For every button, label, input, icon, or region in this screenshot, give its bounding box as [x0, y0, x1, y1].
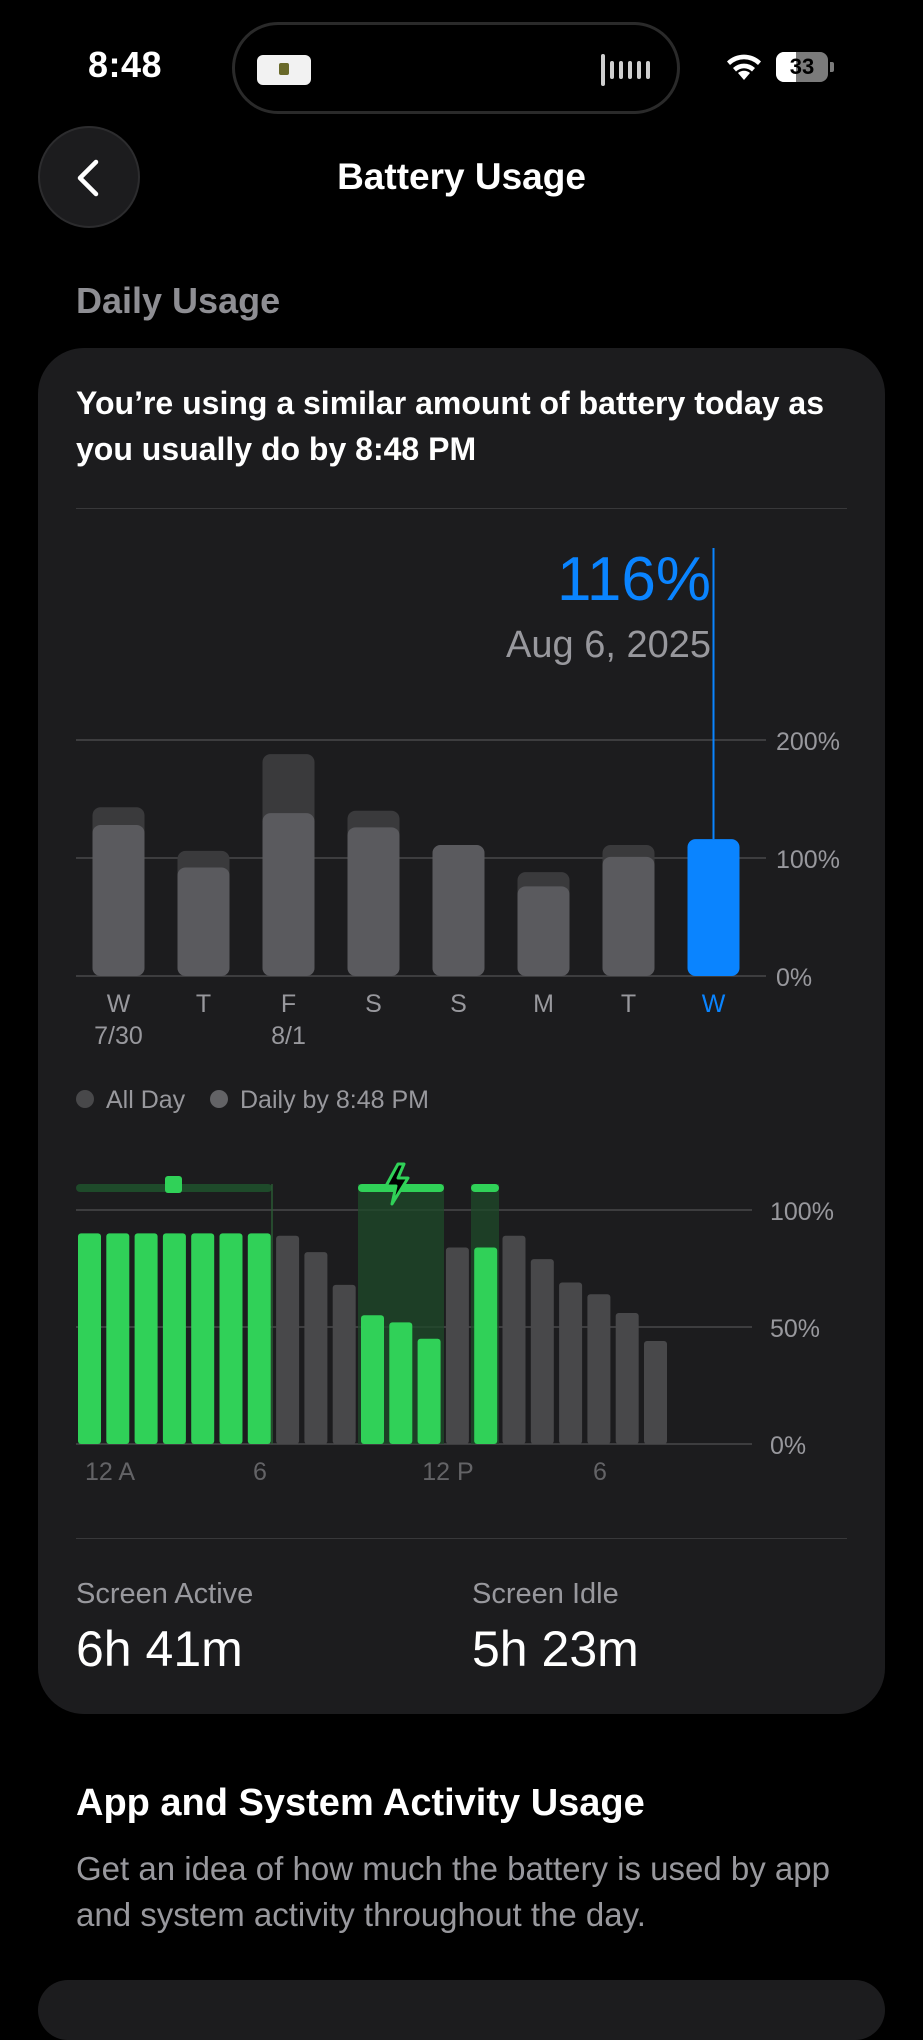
status-time: 8:48 [88, 44, 163, 85]
bar-discharging [332, 1284, 356, 1444]
bar-charging [361, 1315, 384, 1444]
y-tick-label: 200% [776, 728, 840, 756]
bar-discharging [276, 1235, 300, 1444]
x-tick-label: T [196, 990, 211, 1018]
bar-charging [417, 1338, 441, 1444]
x-tick-label: S [365, 990, 382, 1018]
bar-discharging [445, 1247, 469, 1444]
legend-all-day-label: All Day [106, 1086, 186, 1114]
legend-daily-by: Daily by 8:48 PM [210, 1086, 429, 1115]
bar-daily-by [602, 856, 655, 976]
app-activity-title: App and System Activity Usage [76, 1782, 645, 1824]
y-tick-label: 50% [770, 1315, 820, 1343]
selected-day-value: 116% [557, 545, 711, 614]
daily-usage-header: Daily Usage [76, 280, 281, 321]
x-tick-sublabel: 8/1 [271, 1022, 306, 1050]
x-tick-label: T [621, 990, 636, 1018]
app-activity-card [38, 1980, 885, 2040]
y-tick-label: 100% [776, 846, 840, 874]
legend-daily-by-label: Daily by 8:48 PM [240, 1086, 429, 1114]
bar-charging [219, 1233, 243, 1444]
daily-usage-card [38, 348, 885, 1714]
back-button[interactable] [38, 126, 140, 228]
bar-charging [106, 1233, 130, 1444]
bar-daily-by [262, 813, 315, 976]
screen-idle-value: 5h 23m [472, 1621, 639, 1677]
x-tick-label: M [533, 990, 554, 1018]
divider [76, 508, 847, 509]
chevron-left-icon [77, 159, 99, 197]
charging-indicator [165, 1176, 182, 1193]
bar-discharging [559, 1282, 583, 1444]
bar-charging [162, 1233, 186, 1444]
bar-discharging [615, 1312, 639, 1444]
audio-waveform-icon [601, 54, 650, 86]
screen-idle-label: Screen Idle [472, 1578, 619, 1610]
bar-discharging [304, 1252, 328, 1444]
daily-usage-chart[interactable]: 0% 100% 200% W 7/30 T F 8/1 S S M T W [0, 540, 923, 1060]
bar-daily-by [177, 867, 230, 976]
x-tick-label: 12 A [85, 1458, 135, 1486]
bar-daily-by [432, 845, 485, 976]
bar-selected [687, 839, 740, 976]
bar-discharging [587, 1294, 611, 1444]
lightning-bolt-icon [384, 1162, 410, 1206]
bar-charging [474, 1247, 498, 1444]
x-tick-label: 6 [593, 1458, 607, 1486]
divider [76, 1538, 847, 1539]
x-tick-label: S [450, 990, 467, 1018]
page-title: Battery Usage [337, 156, 586, 197]
bar-charging [78, 1233, 101, 1444]
legend-all-day: All Day [76, 1086, 185, 1115]
bar-daily-by [92, 824, 145, 976]
x-tick-label: F [281, 990, 296, 1018]
x-tick-label: 12 P [422, 1458, 473, 1486]
legend-dot [76, 1090, 94, 1109]
bar-charging [389, 1322, 413, 1444]
bar-daily-by [517, 886, 570, 976]
y-tick-label: 0% [776, 964, 812, 992]
x-tick-label: W [702, 990, 726, 1018]
battery-icon: 33 [776, 52, 834, 82]
bar-discharging [530, 1259, 554, 1444]
legend-dot [210, 1090, 228, 1109]
bar-discharging [502, 1235, 526, 1444]
y-tick-label: 0% [770, 1432, 806, 1460]
wifi-icon [727, 54, 761, 80]
screen-active-label: Screen Active [76, 1578, 254, 1610]
x-tick-label: W [107, 990, 131, 1018]
selected-day-date: Aug 6, 2025 [506, 624, 711, 666]
bar-charging [191, 1233, 215, 1444]
bar-charging [134, 1233, 158, 1444]
app-activity-icon [257, 55, 311, 85]
x-tick-sublabel: 7/30 [94, 1022, 143, 1050]
x-tick-label: 6 [253, 1458, 267, 1486]
y-tick-label: 100% [770, 1198, 834, 1226]
bar-daily-by [347, 827, 400, 976]
charging-band [471, 1184, 499, 1192]
screen-active-value: 6h 41m [76, 1621, 243, 1677]
app-activity-description: Get an idea of how much the battery is u… [76, 1850, 830, 1933]
bar-discharging [644, 1341, 667, 1444]
battery-level: 33 [789, 54, 815, 79]
usage-summary: You’re using a similar amount of battery… [76, 385, 825, 467]
battery-level-chart[interactable]: 0% 50% 100% 12 A 6 12 P 6 [0, 1150, 923, 1490]
dynamic-island[interactable] [232, 22, 680, 114]
bar-charging [247, 1233, 271, 1444]
